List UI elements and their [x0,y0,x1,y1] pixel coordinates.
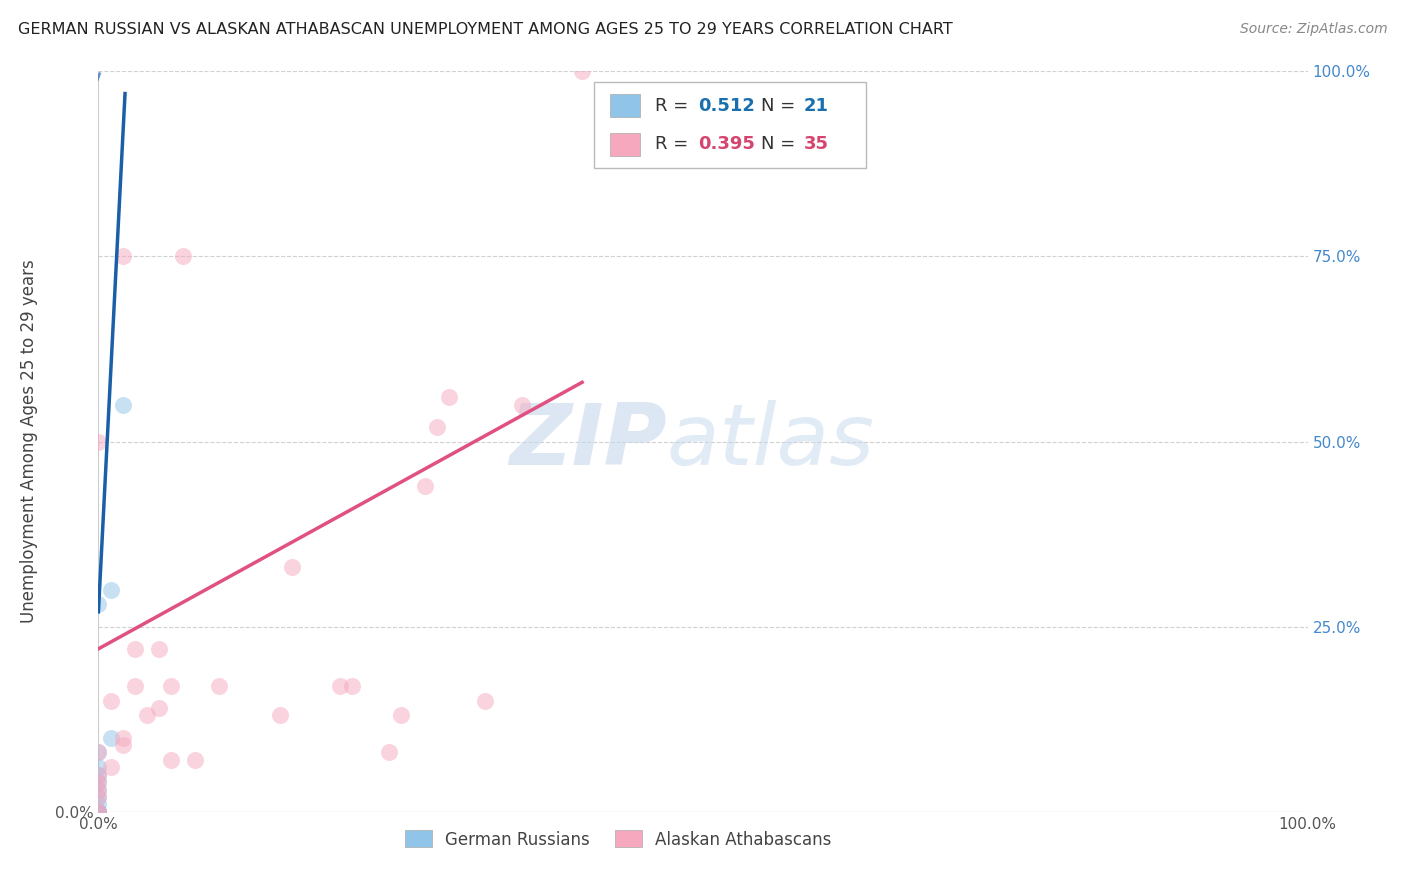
Point [377,746,399,760]
Point [87,805,110,819]
Point [87,797,110,812]
FancyBboxPatch shape [610,95,640,117]
Point [87,746,110,760]
Point [342,679,364,693]
Point [87,805,110,819]
Text: N =: N = [761,96,801,114]
Text: 0.512: 0.512 [699,96,755,114]
FancyBboxPatch shape [595,82,866,168]
Point [111,250,134,264]
Point [389,708,412,723]
Point [148,701,170,715]
Point [87,434,110,449]
Point [160,679,183,693]
FancyBboxPatch shape [610,134,640,155]
Point [100,760,122,774]
Point [111,738,134,752]
Text: GERMAN RUSSIAN VS ALASKAN ATHABASCAN UNEMPLOYMENT AMONG AGES 25 TO 29 YEARS CORR: GERMAN RUSSIAN VS ALASKAN ATHABASCAN UNE… [18,22,953,37]
Point [87,782,110,797]
Point [426,419,449,434]
Point [87,805,110,819]
Point [87,782,110,797]
Point [172,250,194,264]
Point [184,753,207,767]
Point [571,64,593,78]
Point [100,582,122,597]
Point [208,679,231,693]
Point [87,805,110,819]
Text: N =: N = [761,136,801,153]
Point [111,398,134,412]
Text: atlas: atlas [666,400,875,483]
Point [135,708,157,723]
Point [87,598,110,612]
Point [87,767,110,781]
Text: 0.395: 0.395 [699,136,755,153]
Point [437,390,460,404]
Point [87,789,110,804]
Legend: German Russians, Alaskan Athabascans: German Russians, Alaskan Athabascans [399,823,838,855]
Point [510,398,533,412]
Point [269,708,291,723]
Point [87,775,110,789]
Point [87,789,110,804]
Point [87,805,110,819]
Point [87,805,110,819]
Point [87,805,110,819]
Point [87,805,110,819]
Text: R =: R = [655,96,693,114]
Point [87,805,110,819]
Text: 21: 21 [803,96,828,114]
Point [87,767,110,781]
Point [111,731,134,745]
Point [413,479,436,493]
Point [281,560,304,574]
Text: Source: ZipAtlas.com: Source: ZipAtlas.com [1240,22,1388,37]
Point [87,775,110,789]
Text: R =: R = [655,136,693,153]
Point [87,805,110,819]
Point [87,805,110,819]
Point [329,679,352,693]
Point [87,760,110,774]
Point [124,641,146,656]
Y-axis label: Unemployment Among Ages 25 to 29 years: Unemployment Among Ages 25 to 29 years [20,260,38,624]
Point [100,694,122,708]
Point [474,694,496,708]
Point [100,731,122,745]
Point [87,746,110,760]
Point [87,805,110,819]
Text: 35: 35 [803,136,828,153]
Point [148,641,170,656]
Point [160,753,183,767]
Point [124,679,146,693]
Text: ZIP: ZIP [509,400,666,483]
